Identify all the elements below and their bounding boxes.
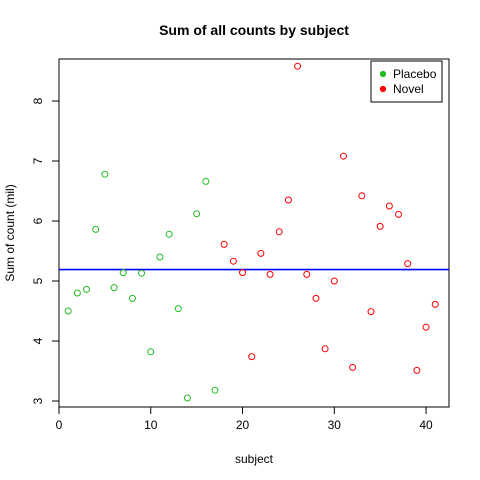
data-point-placebo bbox=[165, 230, 173, 238]
data-point-novel bbox=[303, 270, 311, 278]
data-point-placebo bbox=[64, 307, 72, 315]
data-point-novel bbox=[385, 202, 393, 210]
legend-label-placebo: Placebo bbox=[393, 67, 437, 81]
data-point-novel bbox=[257, 249, 265, 257]
data-point-placebo bbox=[193, 210, 201, 218]
x-tick-label: 40 bbox=[419, 418, 433, 432]
y-tick-label: 4 bbox=[31, 337, 45, 344]
points-layer bbox=[64, 62, 439, 402]
data-point-novel bbox=[349, 363, 357, 371]
y-tick-label: 7 bbox=[31, 157, 45, 164]
data-point-novel bbox=[404, 260, 412, 268]
y-tick-label: 5 bbox=[31, 277, 45, 284]
data-point-placebo bbox=[174, 305, 182, 313]
data-point-novel bbox=[358, 192, 366, 200]
x-axis-label: subject bbox=[235, 452, 274, 466]
data-point-novel bbox=[220, 240, 228, 248]
y-tick-label: 3 bbox=[31, 397, 45, 404]
data-point-novel bbox=[376, 222, 384, 230]
data-point-placebo bbox=[202, 177, 210, 185]
y-axis-label: Sum of count (mil) bbox=[3, 184, 17, 281]
data-point-novel bbox=[284, 196, 292, 204]
data-point-novel bbox=[229, 257, 237, 265]
data-point-placebo bbox=[83, 285, 91, 293]
data-point-novel bbox=[339, 152, 347, 160]
legend-marker-novel bbox=[379, 85, 387, 93]
data-point-novel bbox=[275, 228, 283, 236]
data-point-novel bbox=[321, 345, 329, 353]
y-axis: 3 4 5 6 7 8 bbox=[31, 97, 59, 404]
data-point-placebo bbox=[92, 225, 100, 233]
data-point-placebo bbox=[119, 269, 127, 277]
data-point-placebo bbox=[211, 386, 219, 394]
data-point-novel bbox=[413, 366, 421, 374]
data-point-placebo bbox=[183, 394, 191, 402]
y-tick-label: 8 bbox=[31, 97, 45, 104]
data-point-novel bbox=[395, 210, 403, 218]
y-tick-label: 6 bbox=[31, 217, 45, 224]
legend-box bbox=[370, 60, 443, 103]
x-tick-label: 10 bbox=[144, 418, 158, 432]
data-point-novel bbox=[312, 294, 320, 302]
data-point-novel bbox=[248, 353, 256, 361]
data-point-placebo bbox=[147, 348, 155, 356]
x-tick-label: 0 bbox=[56, 418, 63, 432]
data-point-novel bbox=[431, 300, 439, 308]
data-point-placebo bbox=[156, 253, 164, 261]
chart-title: Sum of all counts by subject bbox=[159, 22, 349, 38]
x-axis: 0 10 20 30 40 bbox=[56, 406, 433, 432]
legend-marker-placebo bbox=[379, 70, 387, 78]
data-point-placebo bbox=[110, 284, 118, 292]
data-point-placebo bbox=[101, 170, 109, 178]
x-tick-label: 20 bbox=[236, 418, 250, 432]
x-tick-label: 30 bbox=[328, 418, 342, 432]
data-point-placebo bbox=[73, 289, 81, 297]
data-point-novel bbox=[330, 277, 338, 285]
data-point-novel bbox=[266, 270, 274, 278]
data-point-novel bbox=[367, 308, 375, 316]
data-point-novel bbox=[239, 269, 247, 277]
data-point-novel bbox=[294, 62, 302, 70]
data-point-placebo bbox=[138, 269, 146, 277]
data-point-novel bbox=[422, 323, 430, 331]
data-point-placebo bbox=[128, 294, 136, 302]
legend-label-novel: Novel bbox=[393, 82, 424, 96]
